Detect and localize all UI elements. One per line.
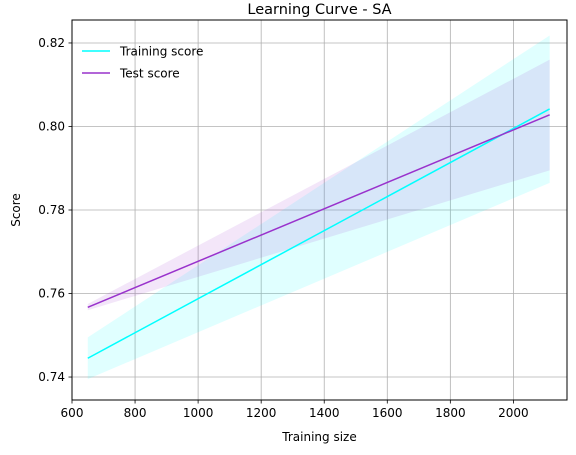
series-lines — [87, 108, 551, 359]
x-tick-label: 1400 — [309, 406, 340, 420]
confidence-band — [87, 59, 550, 311]
chart-title: Learning Curve - SA — [247, 2, 391, 18]
series-line — [87, 108, 551, 359]
x-tick-label: 600 — [61, 406, 84, 420]
x-tick-label: 1800 — [435, 406, 466, 420]
legend-label: Test score — [119, 67, 180, 81]
y-tick-label: 0.78 — [38, 203, 65, 217]
x-tick-label: 2000 — [498, 406, 529, 420]
y-tick-label: 0.80 — [38, 119, 65, 133]
legend: Training score Test score — [82, 45, 203, 81]
legend-label: Training score — [119, 45, 203, 59]
y-axis-ticks: 0.74 0.76 0.78 0.80 0.82 — [38, 36, 72, 384]
series-line — [87, 114, 550, 308]
confidence-bands — [87, 35, 550, 380]
x-axis-label: Training size — [281, 430, 356, 444]
y-tick-label: 0.82 — [38, 36, 65, 50]
x-tick-label: 800 — [124, 406, 147, 420]
y-tick-label: 0.74 — [38, 370, 65, 384]
x-axis-ticks: 600 800 1000 1200 1400 1600 1800 2000 — [61, 400, 529, 420]
x-tick-label: 1000 — [183, 406, 214, 420]
confidence-band — [87, 35, 550, 380]
y-axis-label: Score — [9, 193, 23, 227]
x-tick-label: 1200 — [246, 406, 277, 420]
y-tick-label: 0.76 — [38, 287, 65, 301]
x-tick-label: 1600 — [372, 406, 403, 420]
